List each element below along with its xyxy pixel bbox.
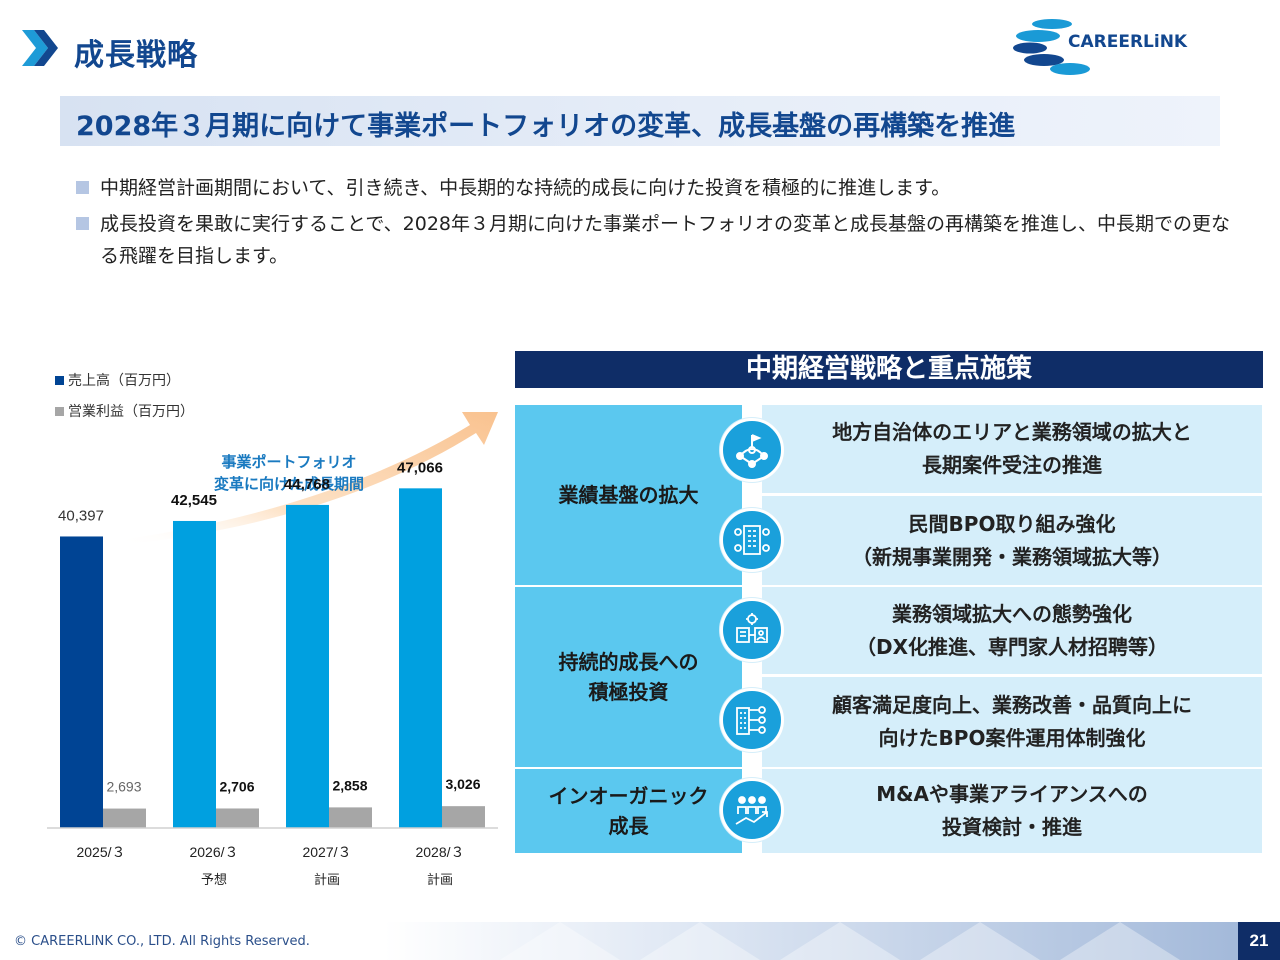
footer: © CAREERLINK CO., LTD. All Rights Reserv… (0, 922, 1280, 960)
x-tick-sublabel: 計画 (314, 872, 340, 888)
chart-legend: 売上高（百万円） 営業利益（百万円） (55, 370, 194, 432)
x-tick-label: 2028/３ (415, 844, 464, 860)
x-tick-label: 2026/３ (189, 844, 238, 860)
profit-bar (216, 808, 259, 828)
strategy-header: 中期経営戦略と重点施策 (515, 351, 1263, 388)
legend-item-profit: 営業利益（百万円） (55, 401, 194, 421)
growth-team-icon (720, 778, 784, 842)
sales-data-label: 42,545 (171, 492, 217, 509)
bullet-text: 成長投資を果敢に実行することで、2028年３月期に向けた事業ポートフォリオの変革… (100, 213, 1231, 267)
profit-bar (329, 807, 372, 828)
careerlink-logo: CAREERLiNK (1013, 19, 1188, 75)
sales-bar (286, 504, 329, 828)
title-chevron-icon (22, 30, 58, 66)
profit-bar (103, 808, 146, 828)
bullet-square-icon (76, 217, 89, 230)
category-inorganic-growth: インオーガニック 成長 (515, 769, 742, 853)
strategy-item-ma-alliance: M&Aや事業アライアンスへの 投資検討・推進 (762, 769, 1262, 853)
legend-swatch-sales (55, 375, 64, 385)
sales-bar (399, 488, 442, 828)
category-sustainable-investment: 持続的成長への 積極投資 (515, 587, 742, 767)
strategy-item-local-government: 地方自治体のエリアと業務領域の拡大と 長期案件受注の推進 (762, 405, 1262, 493)
bullet-item: 中期経営計画期間において、引き続き、中長期的な持続的成長に向けた投資を積極的に推… (76, 172, 1236, 204)
profit-data-label: 3,026 (445, 776, 480, 792)
buildings-people-icon (720, 508, 784, 572)
logo-text: CAREERLiNK (1068, 32, 1188, 52)
bullet-square-icon (76, 181, 89, 194)
page-title: 成長戦略 (74, 38, 198, 73)
bullet-list: 中期経営計画期間において、引き続き、中長期的な持続的成長に向けた投資を積極的に推… (76, 172, 1236, 276)
x-tick-sublabel: 予想 (201, 872, 227, 888)
x-tick-label: 2027/３ (302, 844, 351, 860)
profit-data-label: 2,693 (106, 779, 141, 795)
sales-data-label: 40,397 (58, 507, 104, 524)
strategy-item-private-bpo: 民間BPO取り組み強化 （新規事業開発・業務領域拡大等） (762, 496, 1262, 585)
subtitle-band: 2028年３月期に向けて事業ポートフォリオの変革、成長基盤の再構築を推進 (60, 96, 1220, 146)
growth-arrow-label-line-2: 変革に向けた成長期間 (214, 475, 364, 493)
sales-bar (60, 536, 103, 828)
legend-item-sales: 売上高（百万円） (55, 370, 194, 390)
sales-bar (173, 520, 216, 828)
sales-data-label: 44,768 (284, 476, 330, 493)
legend-label-profit: 営業利益（百万円） (68, 404, 194, 420)
footer-pattern (500, 922, 1180, 960)
bullet-item: 成長投資を果敢に実行することで、2028年３月期に向けた事業ポートフォリオの変革… (76, 208, 1236, 272)
category-business-foundation: 業績基盤の拡大 (515, 405, 742, 585)
building-team-icon (720, 688, 784, 752)
digital-transformation-icon (720, 598, 784, 662)
x-tick-label: 2025/３ (76, 844, 125, 860)
growth-arrow-label-line-1: 事業ポートフォリオ (221, 453, 356, 471)
legend-swatch-profit (55, 406, 64, 416)
revenue-profit-chart: 事業ポートフォリオ 変革に向けた成長期間 40,397 2,693 2025/３ 42… (47, 412, 498, 888)
profit-bar (442, 806, 485, 828)
legend-label-sales: 売上高（百万円） (68, 373, 180, 389)
page-number: 21 (1238, 922, 1280, 960)
subtitle: 2028年３月期に向けて事業ポートフォリオの変革、成長基盤の再構築を推進 (76, 111, 1016, 142)
network-icon (720, 418, 784, 482)
strategy-item-bpo-operation: 顧客満足度向上、業務改善・品質向上に 向けたBPO案件運用体制強化 (762, 677, 1262, 767)
strategy-item-system-strengthening: 業務領域拡大への態勢強化 （DX化推進、専門家人材招聘等） (762, 587, 1262, 674)
profit-data-label: 2,706 (219, 778, 254, 794)
sales-data-label: 47,066 (397, 459, 443, 476)
bullet-text: 中期経営計画期間において、引き続き、中長期的な持続的成長に向けた投資を積極的に推… (100, 177, 951, 199)
copyright: © CAREERLINK CO., LTD. All Rights Reserv… (14, 934, 310, 949)
profit-data-label: 2,858 (332, 777, 367, 793)
x-tick-sublabel: 計画 (427, 872, 453, 888)
